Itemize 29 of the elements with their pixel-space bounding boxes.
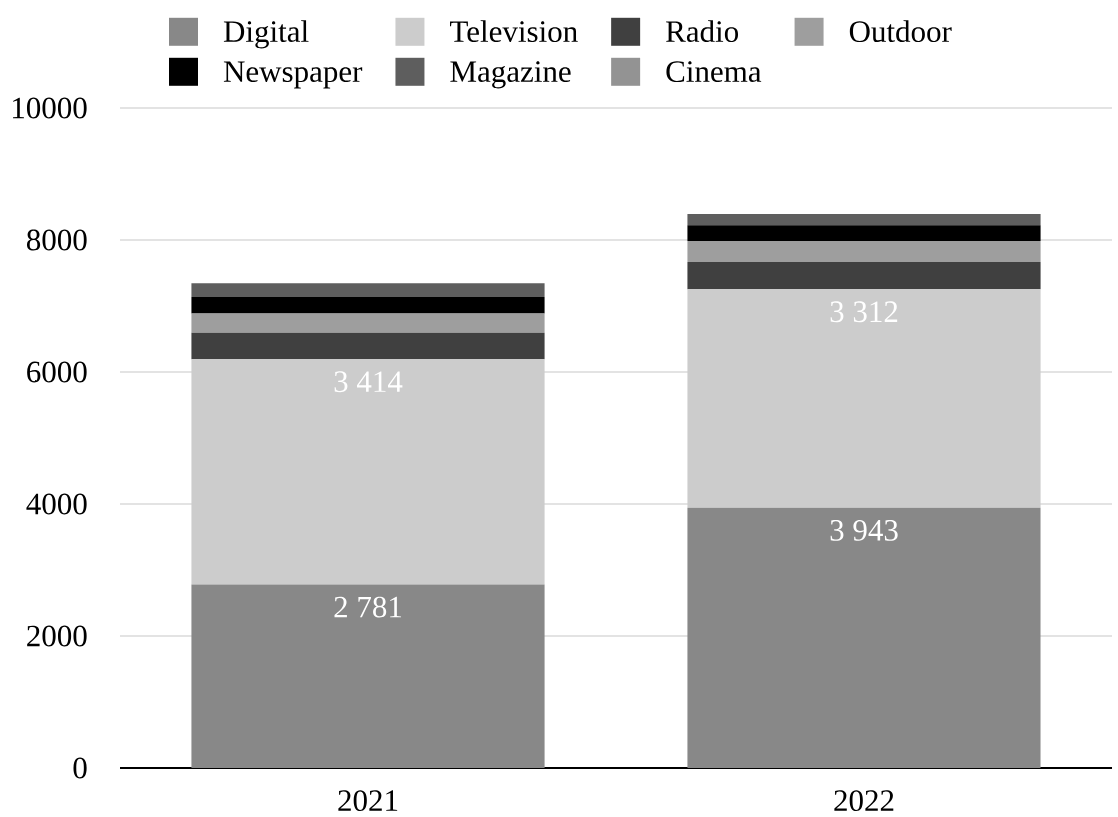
data-label: 2 781 [334,596,402,618]
bar [191,359,545,585]
y-tick-label: 0 [73,757,87,779]
y-tick-label: 6000 [27,361,87,383]
legend-label: Television [450,20,578,43]
bar [191,584,545,768]
bar [687,507,1041,768]
bar [687,289,1041,508]
y-tick-label: 4000 [26,493,87,515]
legend-label: Outdoor [849,20,952,43]
bar [687,225,1041,241]
legend-label: Digital [223,20,309,49]
bar [687,240,1041,263]
bar [191,313,545,333]
legend-label: Radio [666,20,739,43]
bar [687,262,1041,290]
x-tick-label: 2022 [834,790,894,812]
legend-label: Cinema [666,61,762,83]
bar [191,297,545,314]
legend-label: Magazine [450,61,571,89]
bar [191,332,545,360]
x-tick-label: 2021 [338,790,398,812]
bar [687,213,1041,226]
data-label: 3 943 [830,519,898,541]
bar [191,283,545,298]
y-tick-label: 10000 [13,97,87,119]
legend-label: Newspaper [223,61,363,89]
y-tick-label: 2000 [27,625,87,647]
y-tick-label: 8000 [26,229,87,251]
